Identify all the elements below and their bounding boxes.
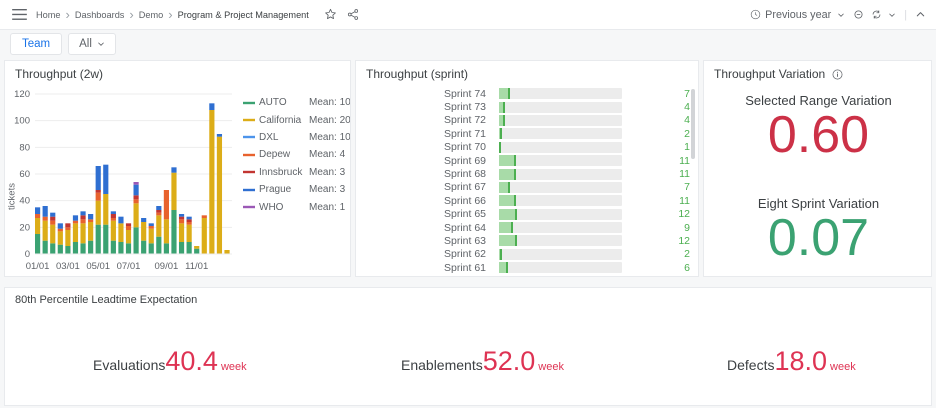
svg-text:0: 0: [25, 249, 30, 260]
svg-text:09/01: 09/01: [155, 261, 179, 272]
svg-text:40: 40: [19, 196, 30, 207]
svg-text:80: 80: [19, 142, 30, 153]
svg-text:11/01: 11/01: [185, 261, 208, 272]
svg-text:60: 60: [19, 169, 30, 180]
svg-text:120: 120: [14, 89, 30, 100]
svg-text:20: 20: [19, 222, 30, 233]
svg-text:100: 100: [14, 116, 30, 127]
svg-text:01/01: 01/01: [26, 261, 50, 272]
svg-text:07/01: 07/01: [117, 261, 141, 272]
svg-text:05/01: 05/01: [86, 261, 110, 272]
svg-text:03/01: 03/01: [56, 261, 80, 272]
